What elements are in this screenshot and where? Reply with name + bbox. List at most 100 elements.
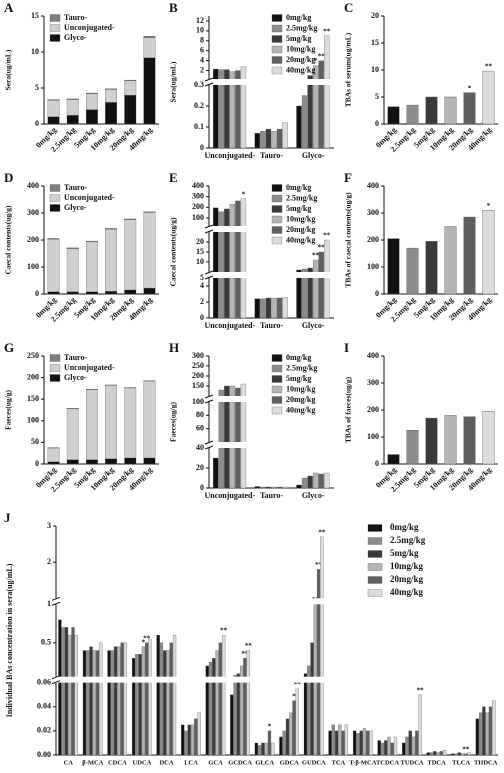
bar-segment	[66, 459, 79, 465]
bar	[233, 674, 237, 756]
bar	[429, 752, 434, 756]
bar-segment	[47, 99, 60, 101]
bar	[279, 736, 283, 756]
bar	[307, 665, 311, 756]
bar-segment	[124, 95, 137, 125]
bar-segment	[105, 88, 117, 90]
bar-segment	[47, 116, 60, 125]
y-tick-label: 200	[192, 371, 204, 380]
y-axis-label: Faeces(ug/g)	[4, 390, 13, 430]
break-mark	[204, 399, 214, 404]
significance: **	[312, 252, 320, 260]
bar	[313, 472, 319, 489]
y-tick-label: 250	[192, 361, 204, 370]
bar	[390, 742, 394, 756]
y-tick-label: 400	[192, 181, 204, 190]
bar	[240, 665, 244, 756]
x-tick-label: Unconjugated-	[204, 151, 255, 160]
bar-segment	[124, 289, 137, 295]
legend-swatch	[367, 550, 383, 558]
bar-segment	[124, 457, 137, 465]
bar	[387, 106, 400, 125]
y-axis-label: TBAs of serum(ug/mL)	[344, 32, 353, 107]
bar	[444, 415, 457, 465]
bar	[254, 486, 260, 489]
bar	[307, 475, 313, 489]
bar	[159, 642, 164, 756]
bar	[338, 724, 342, 756]
bar	[352, 730, 357, 756]
bar-segment	[66, 99, 79, 116]
legend-swatch	[49, 184, 61, 192]
x-tick-label: T-β-MCA	[349, 759, 376, 766]
bar	[213, 457, 219, 489]
legend-label: 40mg/kg	[286, 405, 315, 414]
bar	[366, 730, 370, 756]
significance: *	[468, 84, 472, 92]
bar-segment	[105, 291, 117, 295]
bar	[296, 105, 302, 149]
legend-label: 2.5mg/kg	[390, 535, 426, 545]
bar	[425, 241, 438, 295]
legend-swatch	[271, 236, 283, 245]
bar-segment	[124, 79, 137, 81]
break-mark	[204, 445, 214, 450]
bar	[444, 226, 457, 295]
bar	[135, 654, 139, 756]
bar	[387, 454, 400, 465]
bar	[95, 650, 100, 756]
legend-label: 20mg/kg	[286, 395, 315, 404]
bar-segment	[66, 248, 79, 292]
y-tick-label: 0.02	[37, 726, 51, 735]
bar	[110, 650, 114, 756]
bar	[224, 385, 230, 489]
x-tick-label: TCA	[332, 759, 346, 766]
bar	[334, 730, 339, 756]
significance: *	[142, 638, 146, 646]
bar-segment	[86, 92, 98, 94]
y-tick-label: 100	[27, 416, 39, 425]
bar	[131, 658, 136, 756]
bar	[141, 646, 146, 756]
y-tick-label: 8	[200, 36, 204, 45]
bar	[240, 383, 247, 489]
bar	[356, 733, 360, 756]
legend-label: 20mg/kg	[286, 225, 315, 234]
significance: **	[462, 745, 470, 753]
y-tick-label: 10	[371, 65, 379, 74]
bar	[296, 269, 302, 319]
bar-segment	[143, 212, 156, 289]
significance: **	[245, 642, 253, 650]
bar	[443, 750, 447, 756]
significance: **	[318, 52, 326, 60]
bar	[235, 387, 241, 489]
axis-break	[205, 226, 334, 232]
bar-segment	[66, 115, 79, 125]
bar	[64, 627, 69, 756]
y-tick-label: 0	[375, 119, 379, 128]
bar	[292, 700, 296, 756]
bar	[240, 66, 247, 149]
significance: **	[315, 561, 323, 569]
bar	[224, 208, 230, 319]
bar-segment	[47, 447, 60, 462]
y-tick-label: 3	[47, 521, 51, 530]
significance: **	[143, 634, 151, 642]
panel-label: F	[344, 170, 352, 185]
bar	[406, 104, 419, 125]
y-tick-label: 0.06	[37, 677, 51, 686]
bar	[240, 198, 247, 319]
x-tick-label: GCDCA	[228, 759, 252, 766]
legend-swatch	[271, 14, 283, 22]
bar	[156, 634, 160, 756]
significance: *	[242, 190, 246, 198]
legend-label: 5mg/kg	[286, 374, 311, 383]
y-tick-label: 0.00	[37, 750, 51, 759]
bar-segment	[143, 57, 156, 125]
bar	[261, 742, 265, 756]
x-tick-label: THDCA	[474, 759, 498, 766]
bar-segment	[124, 387, 137, 459]
bar	[148, 638, 152, 756]
bar	[425, 96, 438, 125]
x-tick-label: Tauro-	[260, 151, 283, 160]
